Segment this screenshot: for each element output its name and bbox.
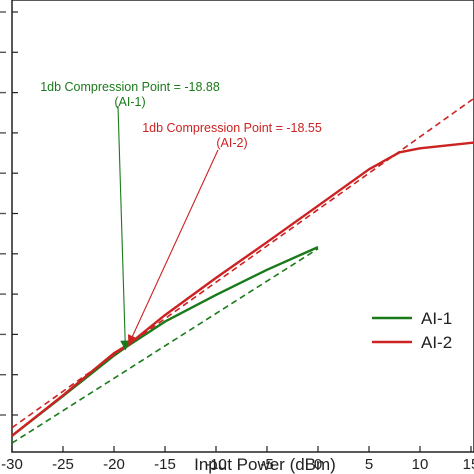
x-axis-title: Input Power (dBm) <box>194 455 336 474</box>
plot-frame <box>11 0 474 453</box>
annotation-compression-point: 1db Compression Point = -18.55(AI-2) <box>128 121 322 346</box>
annotation-text: (AI-2) <box>216 136 247 150</box>
x-tick-label: 5 <box>365 456 373 473</box>
x-tick-label: 15 <box>463 456 474 473</box>
annotation-text: (AI-1) <box>114 95 145 109</box>
annotation-arrow <box>117 105 131 351</box>
fit-line-dashed <box>12 97 474 429</box>
x-tick-label: -20 <box>103 456 125 473</box>
fit-line-dashed <box>12 248 319 444</box>
annotation-compression-point: 1db Compression Point = -18.88(AI-1) <box>40 80 220 351</box>
annotation-arrow <box>128 149 219 346</box>
x-axis-ticks: -30 -25 -20 -15 -10 -5 0 5 10 15 <box>1 446 474 473</box>
x-tick-label: -10 <box>205 456 227 473</box>
x-tick-label: -25 <box>52 456 74 473</box>
x-tick-label: 10 <box>412 456 429 473</box>
legend: AI-1 AI-2 <box>352 300 470 360</box>
annotation-text: 1db Compression Point = -18.55 <box>142 121 322 135</box>
y-axis-ticks <box>0 11 18 416</box>
legend-label-ai-1: AI-1 <box>421 309 452 328</box>
x-tick-label: 0 <box>314 456 322 473</box>
annotation-text: 1db Compression Point = -18.88 <box>40 80 220 94</box>
annotation-layer: 1db Compression Point = -18.88(AI-1)1db … <box>40 80 322 351</box>
series-line-ai-2 <box>12 141 474 437</box>
x-tick-label: -5 <box>260 456 273 473</box>
series-layer <box>12 97 474 444</box>
x-tick-label: -30 <box>1 456 23 473</box>
legend-label-ai-2: AI-2 <box>421 333 452 352</box>
series-line-ai-1 <box>12 246 319 437</box>
x-tick-label: -15 <box>154 456 176 473</box>
